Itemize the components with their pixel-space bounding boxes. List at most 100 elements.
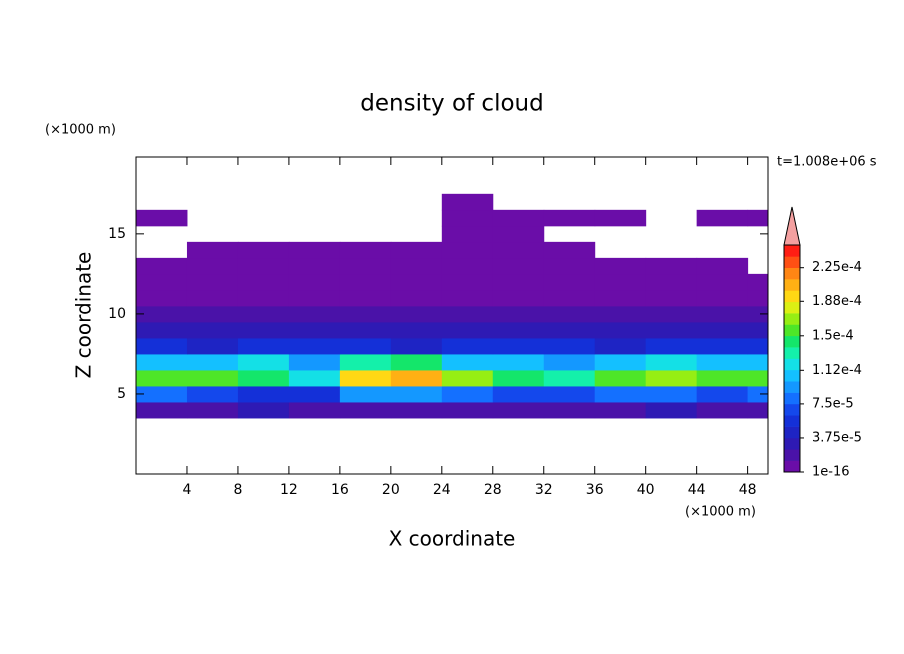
contour-cell [339,257,392,275]
contour-cell [186,401,239,419]
colorbar-tick-label: 1.12e-4 [812,363,862,378]
y-tick-label: 15 [108,226,126,242]
contour-cell [390,385,443,403]
contour-cell [339,353,392,371]
contour-cell [136,257,188,275]
contour-cell [390,337,443,355]
contour-cell [288,385,341,403]
contour-cell [441,321,494,339]
contour-cell [136,321,188,339]
contour-cell [747,369,768,387]
contour-cell [339,273,392,291]
x-tick-label: 16 [331,482,349,498]
contour-cell [390,353,443,371]
contour-cell [288,337,341,355]
colorbar-segment [784,449,800,461]
contour-cell [543,369,596,387]
contour-cell [543,353,596,371]
contour-cell [492,273,545,291]
contour-cell [288,305,341,323]
contour-cell [288,257,341,275]
colorbar-tick-label: 7.5e-5 [812,396,854,411]
contour-cell [747,337,768,355]
contour-cell [492,401,545,419]
colorbar-segment [784,358,800,371]
contour-cell [339,305,392,323]
contour-cell [696,305,749,323]
colorbar-segment [784,369,800,382]
contour-cell [543,273,596,291]
contour-cell [492,209,545,227]
contour-cell [492,385,545,403]
contour-cell [339,289,392,307]
x-axis-title: X coordinate [389,527,516,551]
colorbar-tick-label: 1.5e-4 [812,328,854,343]
contour-cell [696,321,749,339]
contour-cell [186,385,239,403]
contour-cell [186,353,239,371]
contour-cell [441,257,494,275]
contour-cell [492,369,545,387]
contour-cell [288,353,341,371]
colorbar-segment [784,301,800,314]
colorbar-segment [784,426,800,439]
contour-cell [339,385,392,403]
contour-cell [339,241,392,259]
contour-cell [645,273,698,291]
contour-cell [136,273,188,291]
x-unit: (×1000 m) [685,505,756,520]
contour-cell [543,209,596,227]
contour-cell [390,273,443,291]
contour-cell [186,289,239,307]
colorbar-extend [783,206,801,246]
contour-cell [339,321,392,339]
contour-cell [441,241,494,259]
contour-cell [237,321,290,339]
x-tick-label: 8 [233,482,242,498]
contour-cell [645,369,698,387]
contour-cell [492,337,545,355]
contour-cell [136,209,188,227]
contour-cell [441,401,494,419]
contour-cell [594,273,647,291]
colorbar-tick-label: 2.25e-4 [812,260,862,275]
contour-cell [441,305,494,323]
contour-cell [747,401,768,419]
contour-cell [288,321,341,339]
contour-cell [186,273,239,291]
x-tick-label: 28 [484,482,502,498]
contour-cell [543,321,596,339]
contour-cell [645,305,698,323]
contour-cell [645,401,698,419]
colorbar-segment [784,256,800,268]
contour-cell [237,241,290,259]
colorbar-segment [784,313,800,325]
y-tick-label: 5 [117,386,126,402]
colorbar-segment [784,279,800,291]
chart-title: density of cloud [360,91,543,117]
contour-cell [492,321,545,339]
contour-cell [136,401,188,419]
x-tick-label: 40 [637,482,655,498]
contour-cell [696,337,749,355]
contour-cell [696,369,749,387]
colorbar-segment [784,267,800,280]
x-tick-label: 48 [739,482,757,498]
contour-cell [237,337,290,355]
contour-cell [543,305,596,323]
contour-cell [237,385,290,403]
contour-cell [594,369,647,387]
contour-cell [237,257,290,275]
colorbar-segment [784,245,800,257]
contour-cell [288,401,341,419]
contour-cell [492,353,545,371]
contour-cell [441,273,494,291]
contour-cell [390,241,443,259]
contour-cell [136,337,188,355]
contour-cell [747,273,768,291]
contour-cell [747,305,768,323]
contour-cell [390,369,443,387]
contour-cell [186,305,239,323]
contour-cell [594,337,647,355]
contour-cell [136,289,188,307]
